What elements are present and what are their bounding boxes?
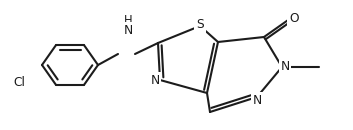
- Text: N: N: [280, 60, 289, 73]
- Text: S: S: [196, 18, 204, 31]
- Text: O: O: [289, 11, 299, 24]
- Text: N: N: [150, 73, 160, 86]
- Text: N: N: [252, 93, 262, 106]
- Text: Cl: Cl: [13, 76, 25, 89]
- Text: H: H: [124, 14, 132, 27]
- Text: N: N: [124, 24, 133, 37]
